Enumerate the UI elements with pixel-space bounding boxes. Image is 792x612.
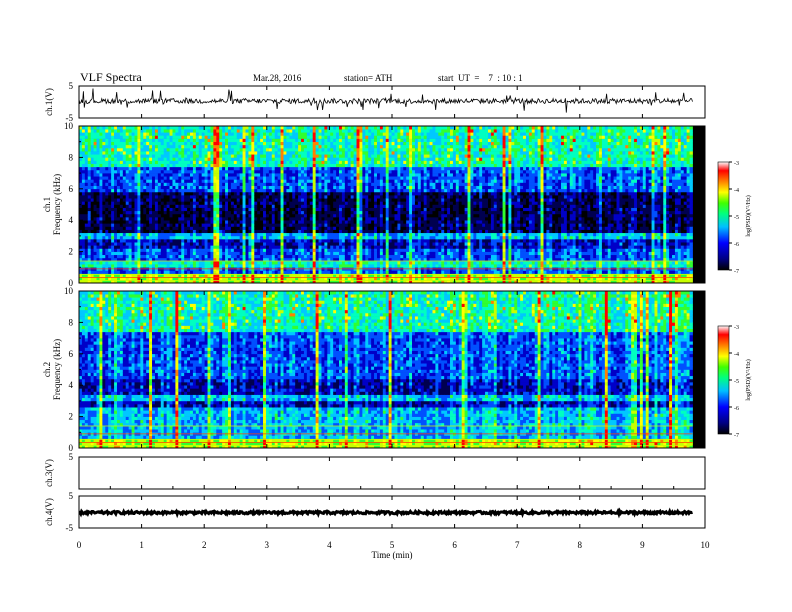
ytick-label: 10: [64, 286, 74, 296]
xtick-label: 5: [390, 540, 395, 550]
ch2-spectrogram: [79, 291, 693, 449]
ytick-label: 2: [69, 247, 74, 257]
ytick-label: 5: [69, 452, 74, 462]
chart-title: VLF Spectra: [80, 70, 142, 85]
ch4-waveform-ylabel: ch.4(V): [44, 498, 54, 526]
colorbar-tick-label: -5: [734, 379, 739, 385]
colorbar-tick-label: -4: [734, 188, 739, 194]
ch2-spectrogram-ylabel: Frequency (kHz): [52, 339, 62, 400]
xtick-label: 8: [578, 540, 583, 550]
colorbar-label: log(PSD)(V²/Hz): [745, 195, 752, 236]
ytick-label: 5: [69, 81, 74, 91]
xtick-label: 1: [139, 540, 144, 550]
colorbar-tick-label: -5: [734, 215, 739, 221]
ch1-spectrogram: [79, 126, 693, 284]
xtick-label: 4: [327, 540, 332, 550]
ytick-label: 8: [69, 152, 74, 162]
date-label: Mar.28, 2016: [253, 73, 301, 83]
ytick-label: 6: [69, 184, 74, 194]
ch1-spectrogram-channel-label: ch.1: [42, 197, 52, 212]
xtick-label: 2: [202, 540, 207, 550]
ytick-label: 4: [69, 380, 74, 390]
xtick-label: 7: [515, 540, 520, 550]
xtick-label: 3: [265, 540, 270, 550]
colorbar-ticks: -3 -4 -5 -6 -7 log(PSD)(V²/Hz) -3 -4 -5 -6 -7 log(P…: [729, 161, 752, 439]
ch1-colorbar: [717, 161, 730, 271]
ch4-waveform: [78, 507, 693, 519]
ch1-waveform: [78, 88, 693, 113]
colorbar-tick-label: -3: [734, 325, 739, 331]
xtick-label: 6: [452, 540, 457, 550]
xtick-label: 10: [701, 540, 711, 550]
ch3-waveform-frame: [78, 456, 706, 490]
ytick-label: 10: [64, 121, 74, 131]
xtick-label: 9: [640, 540, 645, 550]
colorbar-tick-label: -3: [734, 161, 739, 167]
colorbar-label: log(PSD)(V²/Hz): [745, 359, 752, 400]
colorbar-tick-label: -7: [734, 433, 739, 439]
colorbar-tick-label: -6: [734, 406, 739, 412]
ytick-label: 0: [69, 278, 74, 288]
ch1-waveform-ylabel: ch.1(V): [44, 88, 54, 116]
ch3-waveform: [79, 486, 693, 490]
station-label: station= ATH: [344, 73, 392, 83]
xtick-label: 0: [77, 540, 82, 550]
ytick-label: 8: [69, 317, 74, 327]
ytick-label: 4: [69, 215, 74, 225]
ch3-waveform-ylabel: ch.3(V): [44, 459, 54, 487]
ytick-label: 5: [69, 491, 74, 501]
colorbar-tick-label: -6: [734, 242, 739, 248]
ch1-spectrogram-ylabel: Frequency (kHz): [52, 174, 62, 235]
ytick-label: 0: [69, 443, 74, 453]
ch1-waveform-trace: [78, 88, 693, 113]
start-time-label: start UT = 7 : 10 : 1: [438, 73, 523, 83]
ytick-label: -5: [66, 113, 74, 123]
ytick-label: 2: [69, 412, 74, 422]
ch4-waveform-trace: [78, 507, 693, 519]
ch2-spectrogram-channel-label: ch.2: [42, 362, 52, 377]
x-axis-label: Time (min): [372, 550, 413, 560]
ch2-colorbar: [717, 325, 730, 435]
ytick-label: 6: [69, 349, 74, 359]
colorbar-tick-label: -7: [734, 269, 739, 275]
ytick-label: -5: [66, 523, 74, 533]
colorbar-tick-label: -4: [734, 352, 739, 358]
